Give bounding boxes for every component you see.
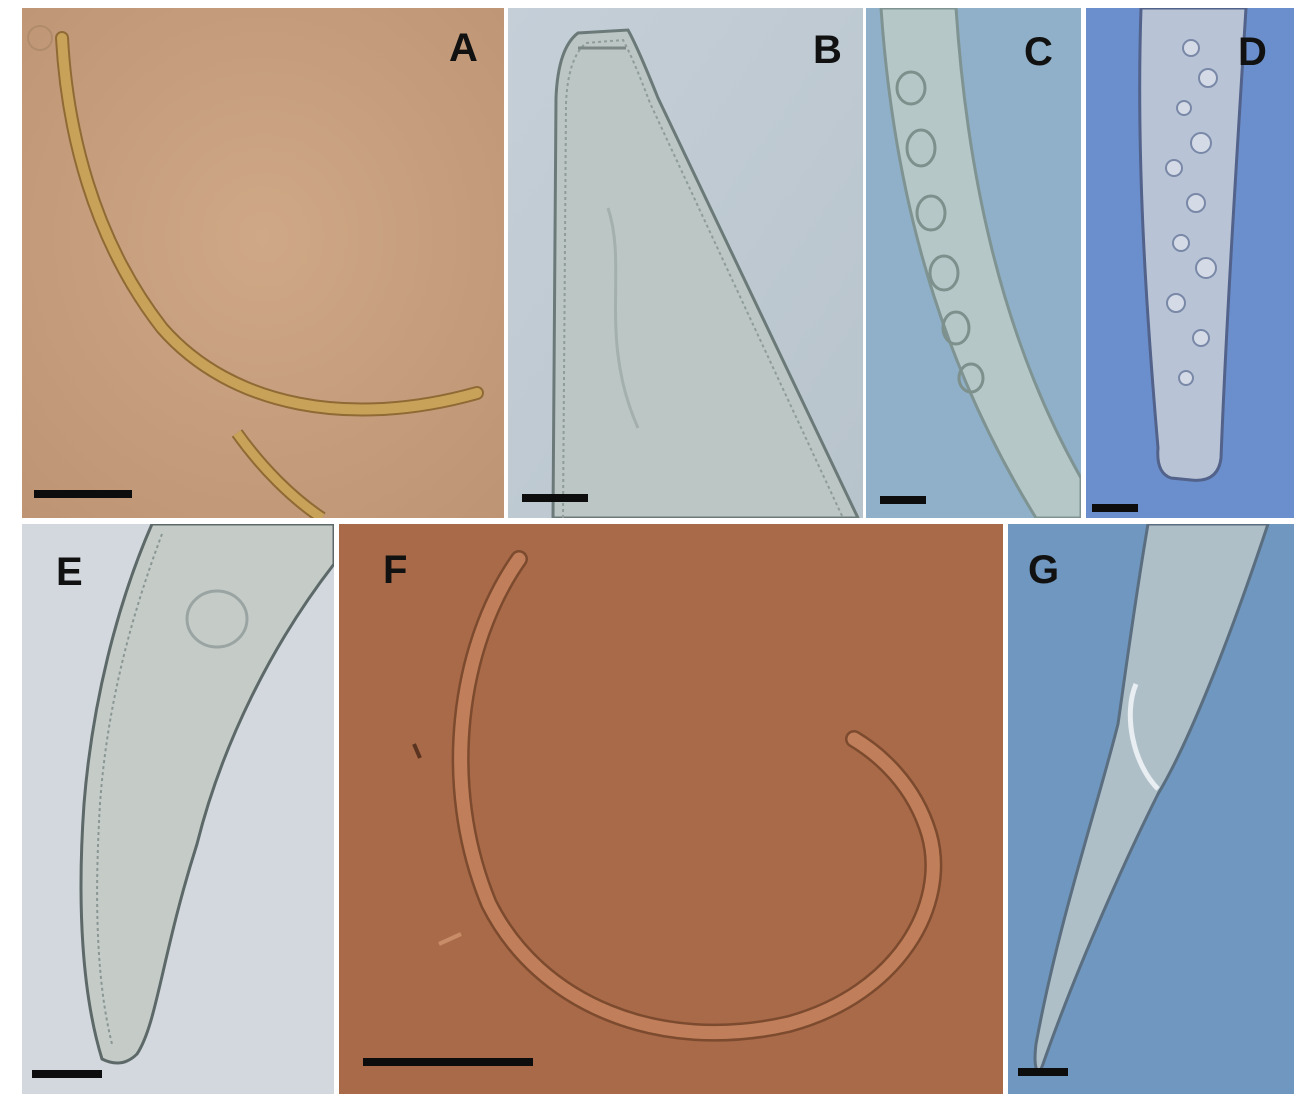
panel-f: F bbox=[339, 524, 1003, 1094]
panel-label: B bbox=[813, 28, 842, 72]
scale-bar bbox=[1018, 1068, 1068, 1076]
scale-bar bbox=[34, 490, 132, 498]
panel-label: E bbox=[56, 550, 83, 594]
scale-bar bbox=[1092, 504, 1138, 512]
panel-a: A bbox=[22, 8, 504, 518]
panel-f-micrograph bbox=[339, 524, 1003, 1094]
panel-g: G bbox=[1008, 524, 1294, 1094]
scale-bar bbox=[880, 496, 926, 504]
panel-b: B bbox=[508, 8, 863, 518]
panel-label: A bbox=[449, 26, 478, 70]
scale-bar bbox=[522, 494, 588, 502]
panel-a-micrograph bbox=[22, 8, 504, 518]
panel-label: G bbox=[1028, 548, 1060, 592]
panel-c-micrograph bbox=[866, 8, 1081, 518]
panel-label: D bbox=[1238, 30, 1267, 74]
scale-bar bbox=[363, 1058, 533, 1066]
panel-c: C bbox=[866, 8, 1081, 518]
panel-d-micrograph bbox=[1086, 8, 1294, 518]
panel-g-micrograph bbox=[1008, 524, 1294, 1094]
scale-bar bbox=[32, 1070, 102, 1078]
panel-label: F bbox=[383, 548, 408, 592]
panel-e: E bbox=[22, 524, 334, 1094]
panel-e-micrograph bbox=[22, 524, 334, 1094]
panel-d: D bbox=[1086, 8, 1294, 518]
panel-label: C bbox=[1024, 30, 1053, 74]
panel-b-micrograph bbox=[508, 8, 863, 518]
